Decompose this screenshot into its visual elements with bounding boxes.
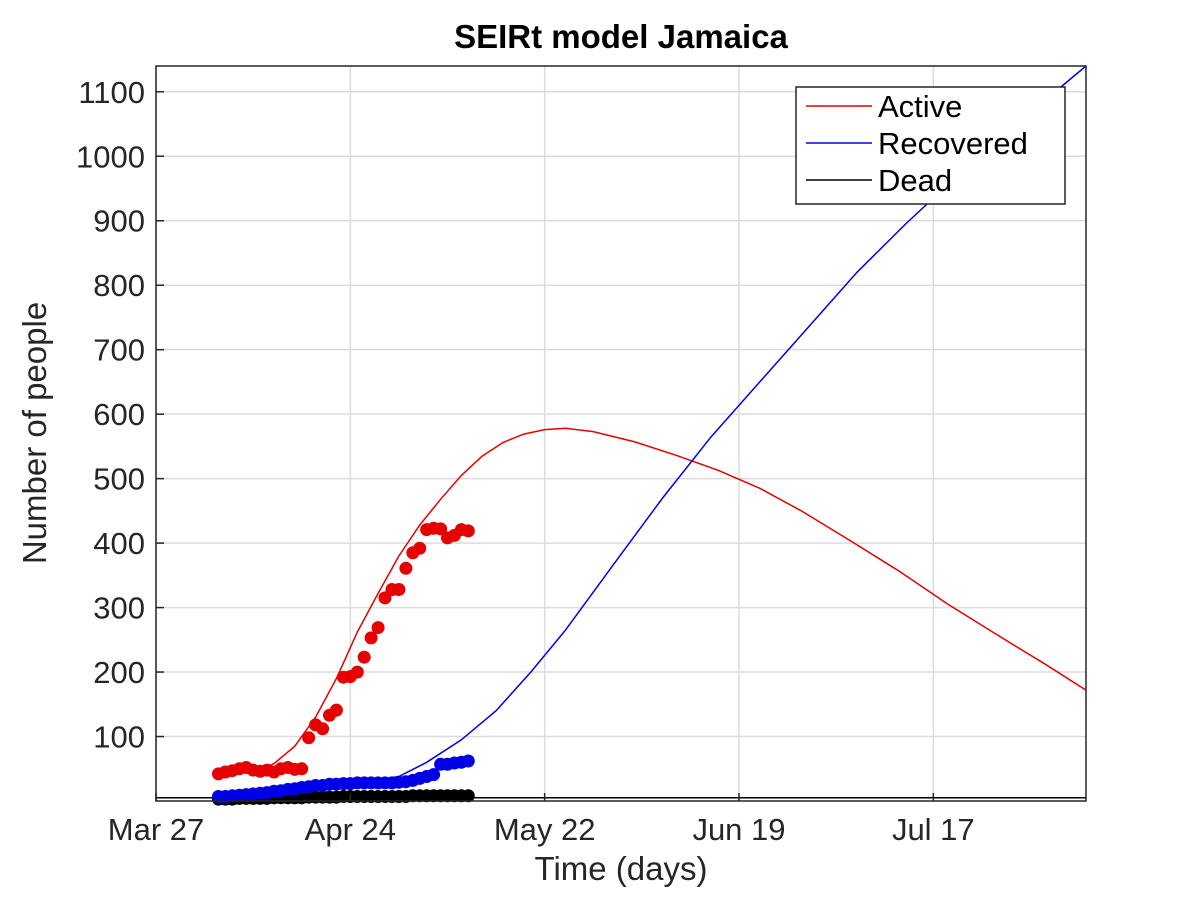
active-data-point	[364, 631, 378, 645]
y-tick-label: 500	[93, 462, 145, 497]
active-data-point	[295, 762, 309, 776]
active-data-point	[434, 522, 448, 536]
y-tick-label: 800	[93, 268, 145, 303]
y-tick-label: 300	[93, 591, 145, 626]
active-data-point	[329, 703, 343, 717]
active-data-point	[392, 583, 406, 596]
x-tick-label: Apr 24	[305, 812, 396, 847]
active-data-point	[357, 650, 371, 664]
active-model-line	[218, 427, 1087, 774]
x-tick-label: Jun 19	[692, 812, 785, 847]
legend-label: Active	[878, 89, 962, 124]
y-tick-label: 900	[93, 204, 145, 239]
active-data-point	[461, 524, 475, 538]
y-tick-label: 700	[93, 333, 145, 368]
x-axis-ticks: Mar 27 Apr 24 May 22 Jun 19 Jul 17	[108, 793, 975, 847]
active-data-point	[302, 731, 316, 745]
active-data-point	[350, 665, 364, 679]
x-tick-label: May 22	[494, 812, 596, 847]
recovered-data-point	[427, 768, 441, 782]
active-data-point	[316, 722, 330, 736]
x-tick-label: Mar 27	[108, 812, 204, 847]
observed-points	[212, 521, 475, 806]
chart-title: SEIRt model Jamaica	[454, 18, 788, 55]
x-tick-label: Jul 17	[892, 812, 975, 847]
y-tick-label: 1000	[76, 139, 145, 174]
y-axis-ticks: 100 200 300 400 500 600 700 800 900 1000 1100	[76, 75, 164, 755]
active-data-point	[399, 561, 413, 575]
recovered-data-point	[461, 754, 475, 768]
legend-label: Dead	[878, 163, 952, 198]
y-tick-label: 200	[93, 655, 145, 690]
y-tick-label: 400	[93, 526, 145, 561]
y-axis-label: Number of people	[16, 302, 53, 564]
y-tick-label: 100	[93, 720, 145, 755]
y-tick-label: 600	[93, 397, 145, 432]
x-axis-label: Time (days)	[535, 850, 708, 887]
active-data-point	[371, 621, 385, 635]
legend-label: Recovered	[878, 126, 1028, 161]
y-tick-label: 1100	[78, 75, 145, 110]
active-data-point	[413, 541, 427, 555]
dead-data-point	[461, 789, 475, 803]
plot-frame	[155, 65, 1087, 802]
